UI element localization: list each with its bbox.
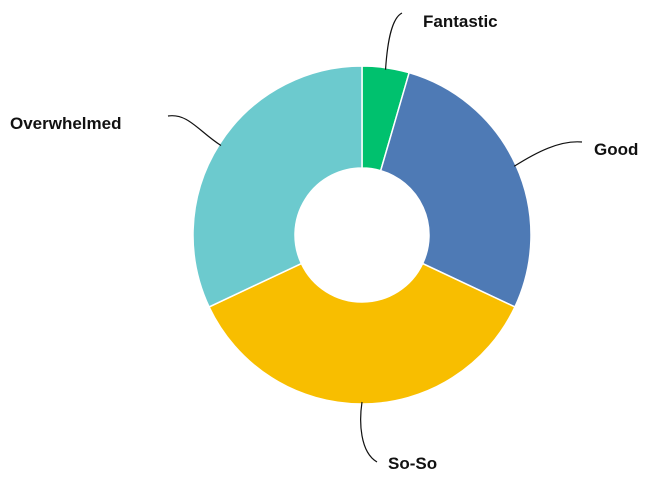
slice-good	[379, 71, 532, 308]
label-overwhelmed: Overwhelmed	[10, 114, 122, 133]
label-fantastic: Fantastic	[423, 12, 498, 31]
label-so-so: So-So	[388, 454, 437, 473]
leader-line-overwhelmed	[167, 115, 222, 147]
chart-leader-lines	[167, 12, 583, 463]
chart-labels: Fantastic Good So-So Overwhelmed	[10, 12, 638, 473]
slice-so-so	[208, 262, 516, 405]
label-good: Good	[594, 140, 638, 159]
leader-line-so-so	[360, 401, 378, 463]
slice-overwhelmed	[192, 65, 363, 308]
leader-line-good	[513, 141, 583, 167]
chart-slices	[192, 65, 532, 405]
leader-line-fantastic	[384, 12, 403, 70]
